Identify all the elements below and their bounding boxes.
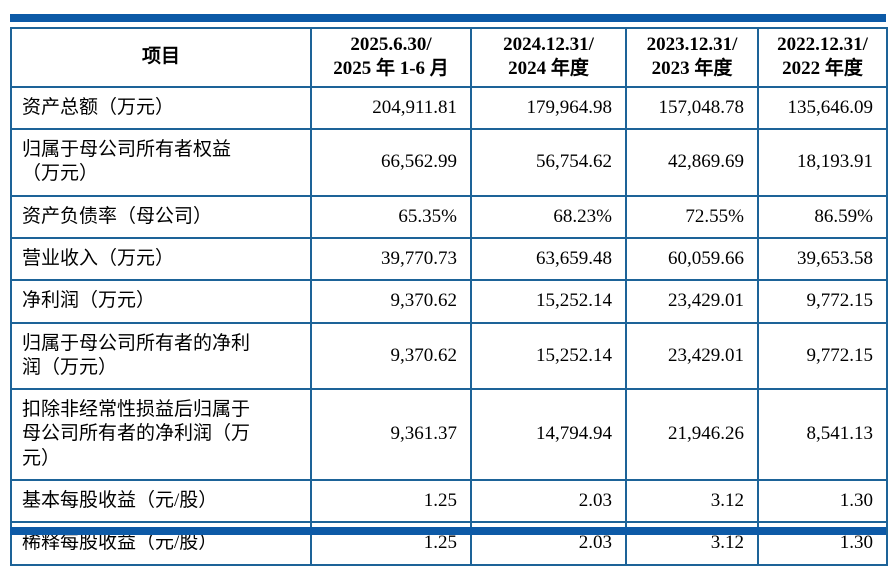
- row-value: 1.25: [310, 479, 472, 524]
- table-body: 资产总额（万元） 204,911.81 179,964.98 157,048.78 13…: [10, 85, 888, 566]
- row-value: 9,772.15: [757, 321, 888, 391]
- row-value: 21,946.26: [625, 388, 759, 482]
- header-item-column: 项目: [10, 27, 312, 88]
- top-accent-bar: [10, 14, 886, 22]
- row-value: 2.03: [470, 479, 627, 524]
- row-value: 23,429.01: [625, 321, 759, 391]
- table-row: 资产总额（万元） 204,911.81 179,964.98 157,048.78 13…: [10, 85, 888, 130]
- row-value: 9,772.15: [757, 279, 888, 324]
- row-label: 资产总额（万元）: [10, 85, 312, 130]
- table-row: 净利润（万元） 9,370.62 15,252.14 23,429.01 9,772.1…: [10, 279, 888, 324]
- row-label: 资产负债率（母公司）: [10, 194, 312, 239]
- row-value: 1.30: [757, 479, 888, 524]
- row-label: 营业收入（万元）: [10, 236, 312, 282]
- row-value: 204,911.81: [310, 85, 472, 130]
- row-value: 39,770.73: [310, 236, 472, 282]
- row-value: 23,429.01: [625, 279, 759, 324]
- row-value: 65.35%: [310, 194, 472, 239]
- financial-summary-table: 项目 2025.6.30/ 2025 年 1-6 月 2024.12.31/ 2…: [10, 27, 888, 566]
- row-value: 60,059.66: [625, 236, 759, 282]
- header-period-2022: 2022.12.31/ 2022 年度: [757, 27, 888, 88]
- header-row: 项目 2025.6.30/ 2025 年 1-6 月 2024.12.31/ 2…: [10, 27, 888, 88]
- row-label: 归属于母公司所有者权益 （万元）: [10, 127, 312, 197]
- row-label: 扣除非经常性损益后归属于 母公司所有者的净利润（万 元）: [10, 388, 312, 482]
- header-period-2024: 2024.12.31/ 2024 年度: [470, 27, 627, 88]
- row-value: 56,754.62: [470, 127, 627, 197]
- row-label: 归属于母公司所有者的净利 润（万元）: [10, 321, 312, 391]
- row-value: 8,541.13: [757, 388, 888, 482]
- row-value: 39,653.58: [757, 236, 888, 282]
- row-value: 18,193.91: [757, 127, 888, 197]
- row-value: 157,048.78: [625, 85, 759, 130]
- row-value: 42,869.69: [625, 127, 759, 197]
- table-row: 归属于母公司所有者权益 （万元） 66,562.99 56,754.62 42,869…: [10, 127, 888, 197]
- row-value: 9,361.37: [310, 388, 472, 482]
- bottom-accent-bar: [10, 527, 886, 535]
- row-value: 9,370.62: [310, 279, 472, 324]
- row-value: 9,370.62: [310, 321, 472, 391]
- table-header: 项目 2025.6.30/ 2025 年 1-6 月 2024.12.31/ 2…: [10, 27, 888, 88]
- table-row: 营业收入（万元） 39,770.73 63,659.48 60,059.66 39,65…: [10, 236, 888, 282]
- row-value: 15,252.14: [470, 279, 627, 324]
- row-value: 86.59%: [757, 194, 888, 239]
- table-row: 扣除非经常性损益后归属于 母公司所有者的净利润（万 元） 9,361.37 14,7…: [10, 388, 888, 482]
- row-value: 15,252.14: [470, 321, 627, 391]
- table-row: 归属于母公司所有者的净利 润（万元） 9,370.62 15,252.14 23,42…: [10, 321, 888, 391]
- row-label: 基本每股收益（元/股）: [10, 479, 312, 524]
- table-row: 基本每股收益（元/股） 1.25 2.03 3.12 1.30: [10, 479, 888, 524]
- row-value: 63,659.48: [470, 236, 627, 282]
- row-value: 3.12: [625, 479, 759, 524]
- header-period-2023: 2023.12.31/ 2023 年度: [625, 27, 759, 88]
- financial-summary-page: 项目 2025.6.30/ 2025 年 1-6 月 2024.12.31/ 2…: [10, 14, 888, 566]
- row-value: 135,646.09: [757, 85, 888, 130]
- row-value: 179,964.98: [470, 85, 627, 130]
- row-value: 14,794.94: [470, 388, 627, 482]
- row-value: 68.23%: [470, 194, 627, 239]
- row-label: 净利润（万元）: [10, 279, 312, 324]
- table-row: 资产负债率（母公司） 65.35% 68.23% 72.55% 86.59%: [10, 194, 888, 239]
- row-value: 66,562.99: [310, 127, 472, 197]
- row-value: 72.55%: [625, 194, 759, 239]
- header-period-2025: 2025.6.30/ 2025 年 1-6 月: [310, 27, 472, 88]
